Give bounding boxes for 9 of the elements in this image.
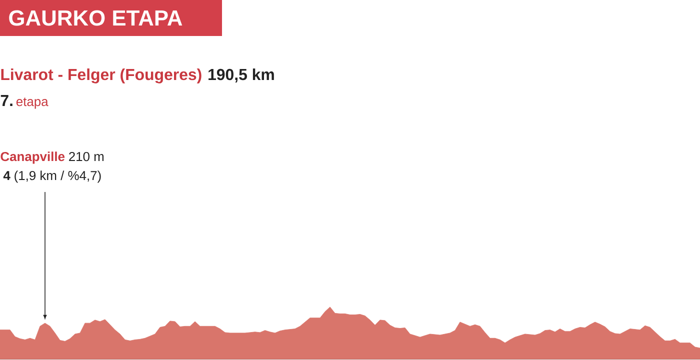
- text: etapa: [16, 98, 48, 109]
- text: 210 m: [69, 152, 104, 162]
- text: 190,5 km: [208, 68, 274, 82]
- chart-title: GAURKO ETAPA: [9, 10, 182, 26]
- text: Canapville: [0, 152, 65, 164]
- chart-subtitle: Livarot - Felger (Fougeres): [1, 68, 202, 84]
- text: 4: [3, 171, 10, 180]
- text: (1,9 km / %4,7): [14, 170, 101, 183]
- text: 7.: [0, 95, 12, 106]
